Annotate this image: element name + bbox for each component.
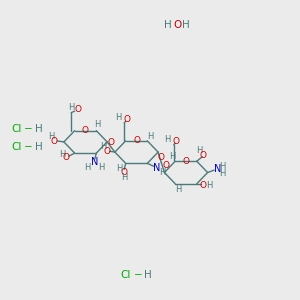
Text: H: H [159, 168, 166, 177]
Text: O: O [103, 147, 111, 156]
Text: O: O [74, 105, 81, 114]
Text: H: H [84, 163, 91, 172]
Text: −: − [134, 270, 142, 280]
Text: O: O [173, 20, 181, 31]
Text: Cl: Cl [121, 270, 131, 280]
Text: H: H [175, 184, 181, 194]
Text: H: H [121, 173, 128, 182]
Text: O: O [123, 115, 130, 124]
Text: H: H [98, 163, 105, 172]
Text: H: H [116, 113, 122, 122]
Text: H: H [34, 124, 42, 134]
Text: H: H [206, 181, 213, 190]
Text: H: H [182, 20, 190, 31]
Text: H: H [169, 152, 176, 161]
Text: O: O [62, 153, 69, 162]
Text: O: O [51, 136, 58, 146]
Text: O: O [133, 136, 140, 146]
Text: O: O [200, 151, 207, 160]
Text: O: O [199, 181, 206, 190]
Text: H: H [164, 135, 171, 144]
Text: −: − [24, 124, 33, 134]
Text: N: N [214, 164, 221, 175]
Text: N: N [153, 163, 160, 173]
Text: N: N [91, 157, 98, 167]
Text: Cl: Cl [11, 142, 22, 152]
Text: O: O [107, 138, 115, 147]
Text: O: O [162, 160, 169, 169]
Text: H: H [94, 120, 101, 129]
Text: O: O [121, 168, 128, 177]
Text: H: H [59, 150, 65, 159]
Text: H: H [34, 142, 42, 152]
Text: O: O [158, 153, 165, 162]
Text: H: H [100, 142, 106, 151]
Text: H: H [48, 132, 55, 141]
Text: Cl: Cl [11, 124, 22, 134]
Text: H: H [219, 169, 226, 178]
Text: H: H [219, 162, 226, 171]
Text: H: H [68, 103, 74, 112]
Text: −: − [24, 142, 33, 152]
Text: O: O [172, 137, 180, 146]
Text: O: O [182, 157, 190, 166]
Text: H: H [116, 164, 122, 173]
Text: H: H [144, 270, 152, 280]
Text: H: H [196, 146, 203, 155]
Text: H: H [147, 132, 154, 141]
Text: H: H [164, 20, 172, 31]
Text: O: O [82, 126, 89, 135]
